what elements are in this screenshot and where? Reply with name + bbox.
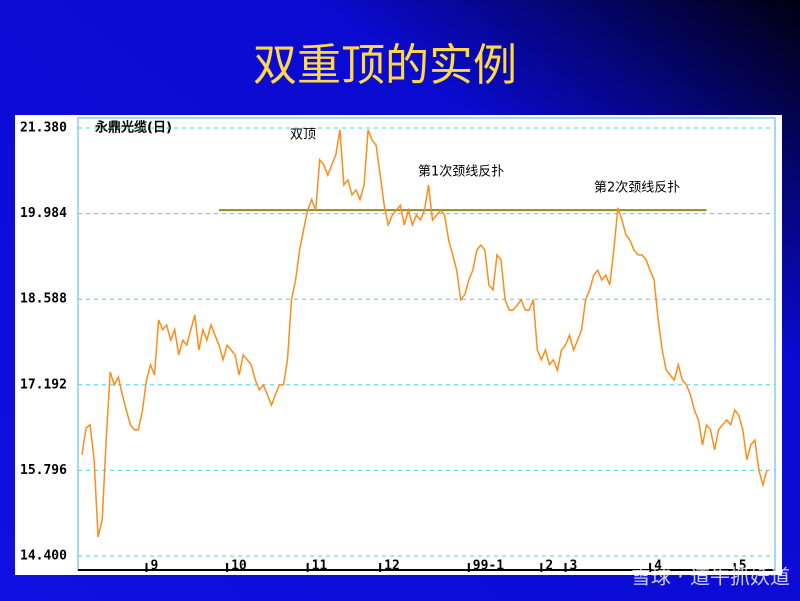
- chart-panel: [15, 115, 782, 575]
- y-tick-label: 15.796: [20, 463, 67, 478]
- x-tick-label: 5: [739, 559, 747, 574]
- y-tick-label: 19.984: [20, 206, 67, 221]
- stock-name: 永鼎光缆(日): [94, 120, 172, 136]
- watermark: 雪球 · 道牛抓妖道: [631, 565, 790, 589]
- slide-title: 双重顶的实例: [253, 41, 517, 90]
- y-tick-label: 21.380: [20, 121, 67, 136]
- x-tick-label: 99-1: [473, 559, 504, 574]
- y-tick-label: 18.588: [20, 292, 67, 307]
- annotation: 双顶: [290, 128, 316, 143]
- annotation: 第1次颈线反扑: [418, 164, 504, 180]
- y-tick-label: 14.400: [20, 549, 67, 564]
- price-line: [81, 129, 768, 538]
- x-tick-label: 10: [231, 559, 247, 574]
- x-tick-label: 3: [569, 559, 577, 574]
- x-tick-label: 11: [312, 559, 328, 574]
- x-tick-label: 4: [654, 559, 662, 574]
- annotation: 第2次颈线反扑: [594, 180, 680, 196]
- x-tick-label: 12: [384, 559, 400, 574]
- x-tick-label: 9: [150, 559, 158, 574]
- y-tick-label: 17.192: [20, 377, 67, 392]
- x-tick-label: 2: [545, 559, 553, 574]
